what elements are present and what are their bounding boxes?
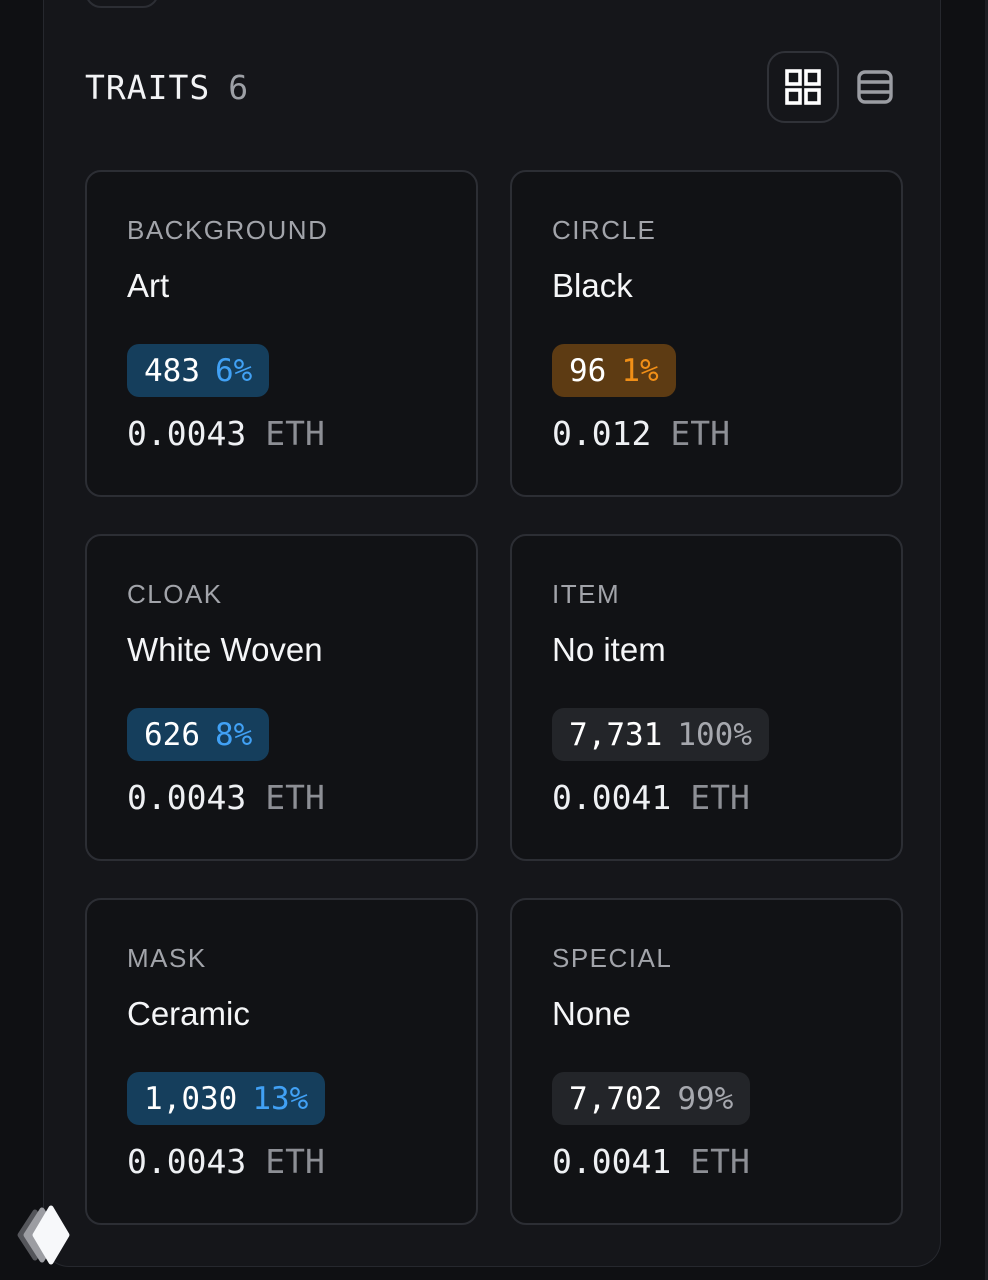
trait-value: Ceramic bbox=[127, 995, 250, 1032]
trait-rarity-badge: 7,731 100% bbox=[552, 708, 769, 761]
trait-count: 96 bbox=[569, 352, 607, 389]
trait-type-label: BACKGROUND bbox=[127, 215, 329, 245]
trait-type-label: CIRCLE bbox=[552, 215, 657, 245]
trait-card[interactable]: MASK Ceramic 1,030 13% 0.0043 ETH bbox=[85, 898, 478, 1225]
view-toggle bbox=[767, 51, 899, 123]
trait-percent: 100% bbox=[677, 716, 752, 753]
price-currency: ETH bbox=[265, 1142, 325, 1181]
price-amount: 0.0043 bbox=[127, 414, 247, 453]
trait-count: 7,731 bbox=[569, 716, 663, 753]
trait-floor-price: 0.0043 ETH bbox=[127, 1142, 325, 1181]
trait-rarity-badge: 483 6% bbox=[127, 344, 270, 397]
traits-title: TRAITS bbox=[85, 67, 211, 107]
trait-count: 483 bbox=[144, 352, 200, 389]
trait-value: Black bbox=[552, 267, 633, 304]
trait-type-label: CLOAK bbox=[127, 579, 223, 609]
traits-panel: TRAITS 6 bbox=[43, 0, 941, 1267]
trait-value: White Woven bbox=[127, 631, 323, 668]
layered-diamond-logo[interactable] bbox=[16, 1204, 84, 1271]
price-amount: 0.0043 bbox=[127, 778, 247, 817]
trait-percent: 6% bbox=[215, 352, 253, 389]
traits-title-row: TRAITS 6 bbox=[85, 68, 249, 107]
grid-view-button[interactable] bbox=[767, 51, 839, 123]
trait-type-label: MASK bbox=[127, 943, 207, 973]
price-currency: ETH bbox=[265, 778, 325, 817]
price-amount: 0.0041 bbox=[552, 778, 672, 817]
trait-rarity-badge: 96 1% bbox=[552, 344, 676, 397]
price-currency: ETH bbox=[670, 414, 730, 453]
trait-card[interactable]: CLOAK White Woven 626 8% 0.0043 ETH bbox=[85, 534, 478, 861]
trait-card[interactable]: SPECIAL None 7,702 99% 0.0041 ETH bbox=[510, 898, 903, 1225]
trait-floor-price: 0.0043 ETH bbox=[127, 778, 325, 817]
trait-rarity-badge: 7,702 99% bbox=[552, 1072, 751, 1125]
trait-percent: 13% bbox=[252, 1080, 309, 1117]
traits-count: 6 bbox=[228, 67, 250, 107]
list-view-button[interactable] bbox=[851, 63, 899, 111]
trait-percent: 99% bbox=[677, 1080, 734, 1117]
trait-card[interactable]: ITEM No item 7,731 100% 0.0041 ETH bbox=[510, 534, 903, 861]
price-currency: ETH bbox=[690, 778, 750, 817]
grid-view-icon bbox=[784, 68, 822, 106]
price-amount: 0.012 bbox=[552, 414, 652, 453]
list-view-icon bbox=[856, 68, 894, 106]
trait-value: None bbox=[552, 995, 631, 1032]
trait-floor-price: 0.012 ETH bbox=[552, 414, 730, 453]
trait-type-label: SPECIAL bbox=[552, 943, 673, 973]
traits-header: TRAITS 6 bbox=[85, 50, 899, 124]
trait-value: Art bbox=[127, 267, 170, 304]
traits-grid: BACKGROUND Art 483 6% 0.0043 ETH CIRCLE … bbox=[85, 170, 903, 1225]
trait-rarity-badge: 1,030 13% bbox=[127, 1072, 326, 1125]
trait-floor-price: 0.0041 ETH bbox=[552, 1142, 750, 1181]
price-amount: 0.0041 bbox=[552, 1142, 672, 1181]
trait-count: 7,702 bbox=[569, 1080, 663, 1117]
partial-button-top[interactable] bbox=[85, 0, 159, 8]
trait-rarity-badge: 626 8% bbox=[127, 708, 270, 761]
trait-count: 1,030 bbox=[144, 1080, 238, 1117]
scrollbar-track[interactable] bbox=[985, 0, 988, 1280]
trait-floor-price: 0.0043 ETH bbox=[127, 414, 325, 453]
price-amount: 0.0043 bbox=[127, 1142, 247, 1181]
trait-card[interactable]: CIRCLE Black 96 1% 0.012 ETH bbox=[510, 170, 903, 497]
trait-card[interactable]: BACKGROUND Art 483 6% 0.0043 ETH bbox=[85, 170, 478, 497]
price-currency: ETH bbox=[265, 414, 325, 453]
trait-floor-price: 0.0041 ETH bbox=[552, 778, 750, 817]
trait-percent: 1% bbox=[621, 352, 659, 389]
trait-type-label: ITEM bbox=[552, 579, 621, 609]
trait-percent: 8% bbox=[215, 716, 253, 753]
trait-count: 626 bbox=[144, 716, 200, 753]
trait-value: No item bbox=[552, 631, 666, 668]
price-currency: ETH bbox=[690, 1142, 750, 1181]
